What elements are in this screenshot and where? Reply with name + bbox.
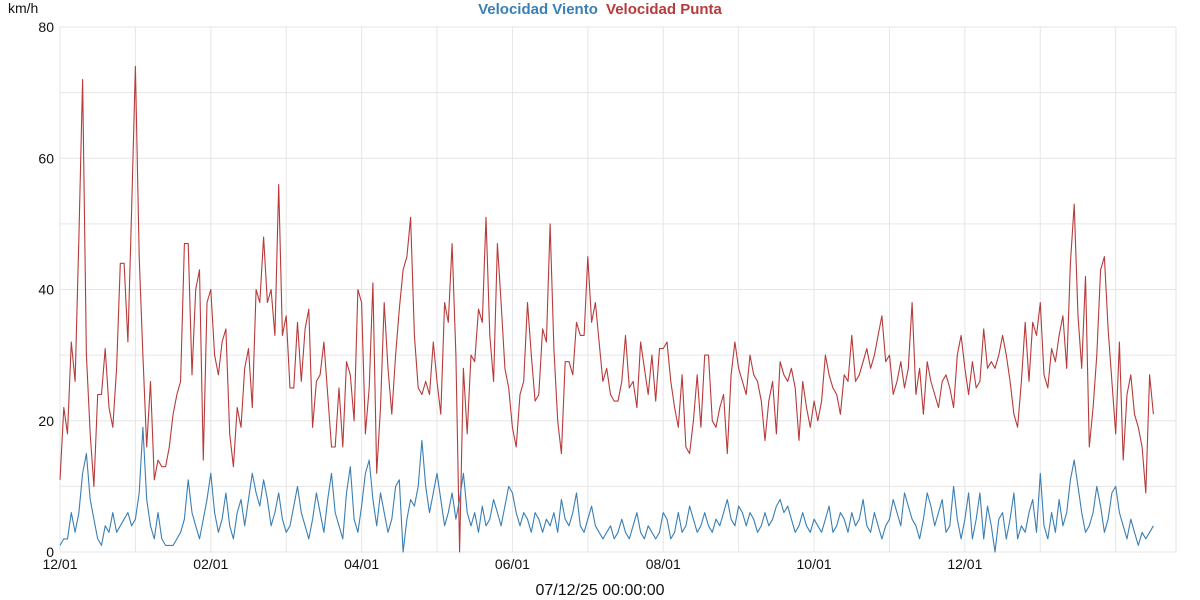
y-axis-unit-label: km/h — [8, 0, 39, 16]
x-axis-ticks: 12/01 02/01 04/01 06/01 08/01 10/01 12/01 — [42, 556, 982, 572]
series-line-gust — [59, 65, 1154, 553]
series-layer — [59, 65, 1154, 553]
y-tick-label: 80 — [38, 19, 54, 35]
timestamp-label: 07/12/25 00:00:00 — [535, 582, 665, 599]
chart-legend: Velocidad Viento Velocidad Punta — [0, 0, 1200, 19]
y-axis-ticks: 0 20 40 60 80 — [38, 19, 54, 560]
y-tick-label: 60 — [38, 150, 54, 166]
y-tick-label: 40 — [38, 282, 54, 298]
series-line-wind — [59, 426, 1154, 553]
grid-lines — [59, 26, 1177, 553]
legend-item-wind[interactable]: Velocidad Viento — [478, 1, 598, 18]
x-tick-label: 04/01 — [344, 556, 379, 572]
y-tick-label: 0 — [46, 544, 54, 560]
x-tick-label: 12/01 — [947, 556, 982, 572]
x-tick-label: 10/01 — [797, 556, 832, 572]
legend-item-gust[interactable]: Velocidad Punta — [606, 1, 722, 18]
y-tick-label: 20 — [38, 413, 54, 429]
x-tick-label: 06/01 — [495, 556, 530, 572]
x-tick-label: 02/01 — [193, 556, 228, 572]
x-tick-label: 08/01 — [646, 556, 681, 572]
x-tick-label: 12/01 — [42, 556, 77, 572]
